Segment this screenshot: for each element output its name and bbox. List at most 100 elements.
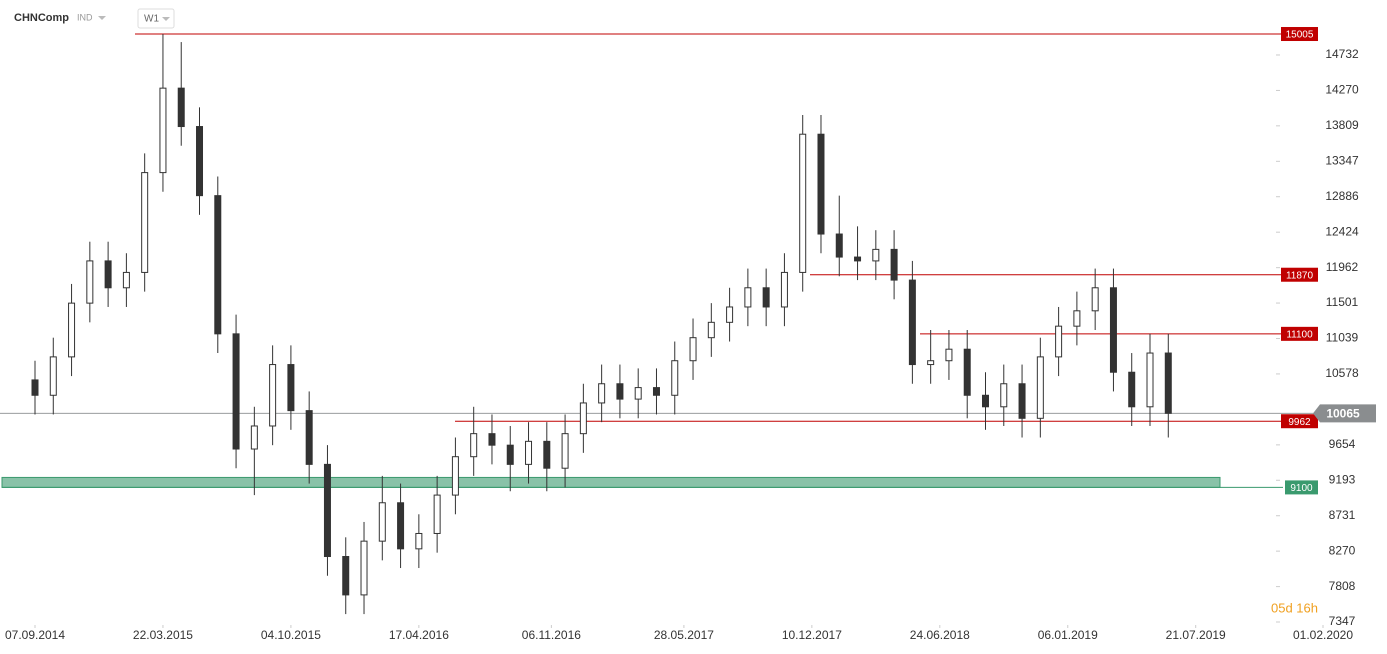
- candle-body: [323, 463, 331, 558]
- dropdown-arrow[interactable]: [98, 16, 106, 20]
- x-tick-label: 21.07.2019: [1166, 628, 1226, 642]
- candle-body: [433, 494, 441, 534]
- candle-body: [598, 383, 606, 404]
- candle-body: [177, 87, 185, 128]
- candle-body: [561, 433, 569, 469]
- candle-body: [799, 133, 807, 273]
- x-tick-label: 17.04.2016: [389, 628, 449, 642]
- candle-body: [451, 456, 459, 496]
- candle-body: [122, 271, 130, 289]
- candle-body: [1091, 287, 1099, 312]
- candle-body: [342, 556, 350, 596]
- x-tick-label: 07.09.2014: [5, 628, 65, 642]
- candle-body: [963, 348, 971, 396]
- candle-body: [269, 364, 277, 427]
- last-price-label: 10065: [1326, 406, 1360, 420]
- candle-body: [579, 402, 587, 435]
- candle-body: [104, 260, 112, 289]
- candle-body: [1055, 325, 1063, 358]
- candle-body: [927, 360, 935, 366]
- timeframe-button[interactable]: [137, 8, 175, 29]
- candle-body: [159, 87, 167, 174]
- y-tick-label: 10578: [1325, 366, 1359, 380]
- x-tick-label: 10.12.2017: [782, 628, 842, 642]
- y-tick-label: 9193: [1329, 472, 1356, 486]
- candle-body: [68, 302, 76, 358]
- candle-body: [378, 502, 386, 542]
- timeframe[interactable]: W1: [144, 14, 159, 25]
- y-tick-label: 7347: [1329, 614, 1356, 628]
- y-tick-label: 13809: [1325, 118, 1359, 132]
- level-label: 9962: [1288, 417, 1311, 428]
- candle-body: [543, 440, 551, 469]
- symbol: CHNComp: [14, 12, 69, 24]
- y-tick-label: 8270: [1329, 543, 1356, 557]
- level-label-box: [1281, 414, 1318, 429]
- level-label-box: [1281, 27, 1318, 42]
- candle-body: [707, 321, 715, 339]
- y-tick-label: 11501: [1326, 295, 1359, 309]
- zone-label-box: [1285, 480, 1318, 495]
- y-tick-label: 7808: [1329, 579, 1356, 593]
- candle-body: [616, 383, 624, 400]
- candle-body: [945, 348, 953, 362]
- candle-body: [634, 387, 642, 400]
- y-tick-label: 14270: [1325, 83, 1359, 97]
- countdown: 05d 16h: [1271, 600, 1318, 615]
- candle-body: [652, 387, 660, 396]
- candle-body: [397, 502, 405, 550]
- candle-body: [470, 433, 478, 458]
- candle-body: [780, 271, 788, 308]
- candle-body: [744, 287, 752, 308]
- candle-body: [671, 360, 679, 396]
- candle-body: [854, 256, 862, 262]
- y-tick-label: 11962: [1326, 260, 1359, 274]
- x-tick-label: 06.11.2016: [522, 628, 581, 642]
- candle-body: [817, 133, 825, 235]
- x-tick-label: 01.02.2020: [1293, 628, 1353, 642]
- x-tick-label: 04.10.2015: [261, 628, 321, 642]
- last-price-tag: [1313, 404, 1376, 423]
- y-tick-label: 9654: [1329, 437, 1356, 451]
- y-tick-label: 11039: [1326, 331, 1359, 345]
- candle-body: [1128, 371, 1136, 408]
- y-tick-label: 8731: [1329, 508, 1356, 522]
- y-tick-label: 12424: [1325, 224, 1359, 238]
- candle-body: [689, 337, 697, 362]
- candle-body: [86, 260, 94, 304]
- instrument-type[interactable]: IND: [77, 12, 93, 22]
- candle-body: [890, 248, 898, 281]
- zone-label: 9100: [1290, 483, 1313, 494]
- candle-body: [835, 233, 843, 258]
- candle-body: [872, 248, 880, 262]
- candle-body: [1018, 383, 1026, 419]
- x-tick-label: 06.01.2019: [1038, 628, 1098, 642]
- x-tick-label: 22.03.2015: [133, 628, 193, 642]
- level-label-box: [1281, 267, 1318, 282]
- level-label: 11100: [1286, 329, 1313, 340]
- candle-body: [726, 306, 734, 323]
- dropdown-arrow[interactable]: [162, 17, 170, 21]
- candle-body: [141, 172, 149, 273]
- candle-body: [49, 356, 57, 396]
- y-tick-label: 14732: [1325, 47, 1359, 61]
- level-label: 15005: [1286, 30, 1314, 41]
- candle-body: [908, 279, 916, 366]
- x-tick-label: 28.05.2017: [654, 628, 714, 642]
- candle-body: [1073, 310, 1081, 327]
- y-tick-label: 13347: [1325, 153, 1359, 167]
- candle-body: [232, 333, 240, 450]
- level-label-box: [1281, 326, 1318, 341]
- support-zone: [1, 476, 1221, 488]
- candle-body: [31, 379, 39, 396]
- candle-body: [415, 532, 423, 550]
- candle-body: [525, 440, 533, 465]
- candle-body: [196, 126, 204, 197]
- candle-body: [305, 410, 313, 465]
- candle-body: [250, 425, 258, 450]
- x-tick-label: 24.06.2018: [910, 628, 970, 642]
- candle-body: [360, 540, 368, 596]
- candle-body: [1036, 356, 1044, 419]
- candle-body: [506, 444, 514, 465]
